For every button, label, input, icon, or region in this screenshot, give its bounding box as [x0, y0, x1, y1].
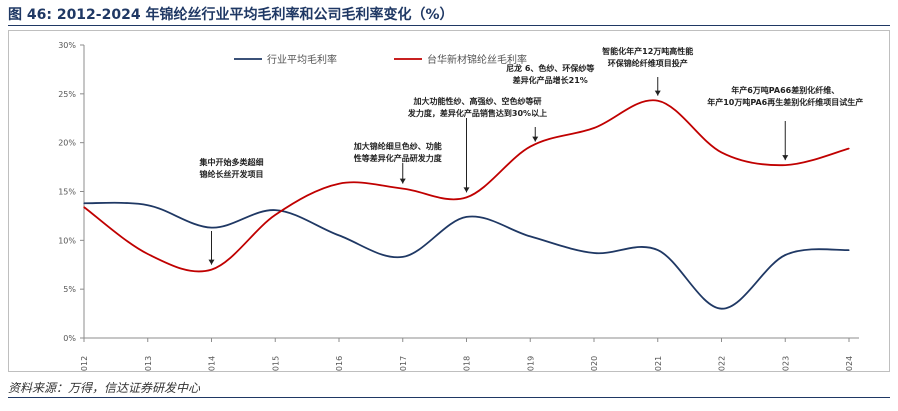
y-tick-label: 25%: [58, 90, 76, 99]
annotation-text: 尼龙 6、色纱、环保纱等: [506, 63, 594, 73]
x-tick-label: 2013: [144, 356, 153, 371]
annotation-text: 年产10万吨PA6再生差别化纤维项目试生产: [707, 97, 863, 107]
x-tick-label: 2019: [526, 356, 535, 371]
y-tick-label: 5%: [63, 285, 76, 294]
annotation-text: 锦纶长丝开发项目: [200, 169, 264, 179]
annotation-text: 加大功能性纱、高强纱、空色纱等研: [413, 96, 542, 106]
data-point-series-2: [848, 147, 850, 150]
data-point-series-2: [720, 151, 723, 154]
legend-label-1: 行业平均毛利率: [267, 53, 337, 66]
data-point-series-2: [402, 187, 404, 190]
annotation-text: 环保锦纶纤维项目投产: [608, 58, 688, 68]
annotation-arrowhead: [532, 136, 539, 142]
x-tick-label: 2017: [399, 356, 408, 371]
legend-label-2: 台华新材锦纶丝毛利率: [427, 53, 527, 66]
data-point-series-1: [274, 209, 276, 211]
annotation-arrowhead: [782, 155, 789, 161]
data-point-series-2: [338, 183, 340, 185]
data-point-series-2: [593, 127, 595, 129]
data-point-series-2: [83, 206, 85, 208]
x-tick-label: 2022: [718, 356, 727, 371]
annotation: 年产6万吨PA66差别化纤维、年产10万吨PA6再生差别化纤维项目试生产: [707, 85, 863, 161]
figure-title: 图 46: 2012-2024 年锦纶丝行业平均毛利率和公司毛利率变化（%）: [8, 7, 454, 23]
data-point-series-1: [338, 234, 340, 237]
data-point-series-2: [784, 164, 786, 166]
data-point-series-1: [784, 254, 786, 256]
annotation-text: 性等差异化产品研发力度: [354, 153, 443, 163]
annotation-arrowhead: [208, 259, 215, 265]
bottom-divider: [8, 397, 890, 398]
data-point-series-1: [529, 235, 531, 238]
y-tick-label: 0%: [63, 334, 76, 343]
annotation-text: 智能化年产12万吨高性能: [602, 46, 693, 56]
chart-frame: 0% 5% 10% 15% 20% 25% 30% 2012 2013 2014 2015 2016…: [8, 30, 890, 372]
x-tick-label: 2014: [208, 356, 217, 371]
annotation-arrowhead: [463, 187, 470, 193]
line-chart: 0% 5% 10% 15% 20% 25% 30% 2012 2013 2014 2015 2016…: [58, 41, 863, 371]
annotation-arrowhead: [399, 178, 406, 184]
title-divider: [8, 25, 890, 26]
x-tick-label: 2018: [463, 356, 472, 371]
x-tick-label: 2024: [845, 356, 854, 371]
x-tick-label: 2021: [654, 356, 663, 371]
y-tick-label: 20%: [58, 139, 76, 148]
data-point-series-1: [848, 249, 850, 251]
annotation-text: 年产6万吨PA66差别化纤维、: [731, 85, 839, 95]
data-point-series-1: [720, 308, 723, 310]
y-tick-label: 15%: [58, 188, 76, 197]
data-point-series-2: [465, 196, 468, 198]
y-tick-label: 10%: [58, 236, 76, 245]
data-point-series-2: [657, 100, 659, 102]
source-note: 资料来源：万得，信达证券研发中心: [8, 381, 201, 395]
series-line-1: [83, 201, 850, 310]
data-point-series-2: [274, 214, 276, 216]
x-tick-label: 2023: [781, 356, 790, 371]
x-tick-label: 2020: [590, 356, 599, 371]
annotation-text: 集中开始多类超细: [199, 157, 264, 167]
data-point-series-1: [402, 256, 404, 258]
annotation-text: 加大锦纶细旦色纱、功能: [353, 141, 442, 151]
data-point-series-1: [83, 202, 85, 204]
x-tick-label: 2015: [271, 356, 280, 371]
data-point-series-1: [147, 204, 149, 206]
data-point-series-1: [657, 249, 659, 251]
annotation-text: 差异化产品增长21%: [512, 75, 588, 85]
x-tick-label: 2016: [335, 356, 344, 371]
data-point-series-1: [210, 227, 213, 229]
annotation-text: 发力度，差异化产品销售达到30%以上: [407, 108, 547, 118]
data-point-series-2: [210, 269, 213, 271]
data-point-series-1: [465, 216, 468, 218]
annotation-arrowhead: [654, 90, 661, 96]
data-point-series-2: [529, 145, 531, 148]
y-tick-label: 30%: [58, 41, 76, 50]
data-point-series-2: [147, 253, 149, 255]
x-tick-label: 2012: [80, 356, 89, 371]
data-point-series-1: [593, 252, 595, 254]
